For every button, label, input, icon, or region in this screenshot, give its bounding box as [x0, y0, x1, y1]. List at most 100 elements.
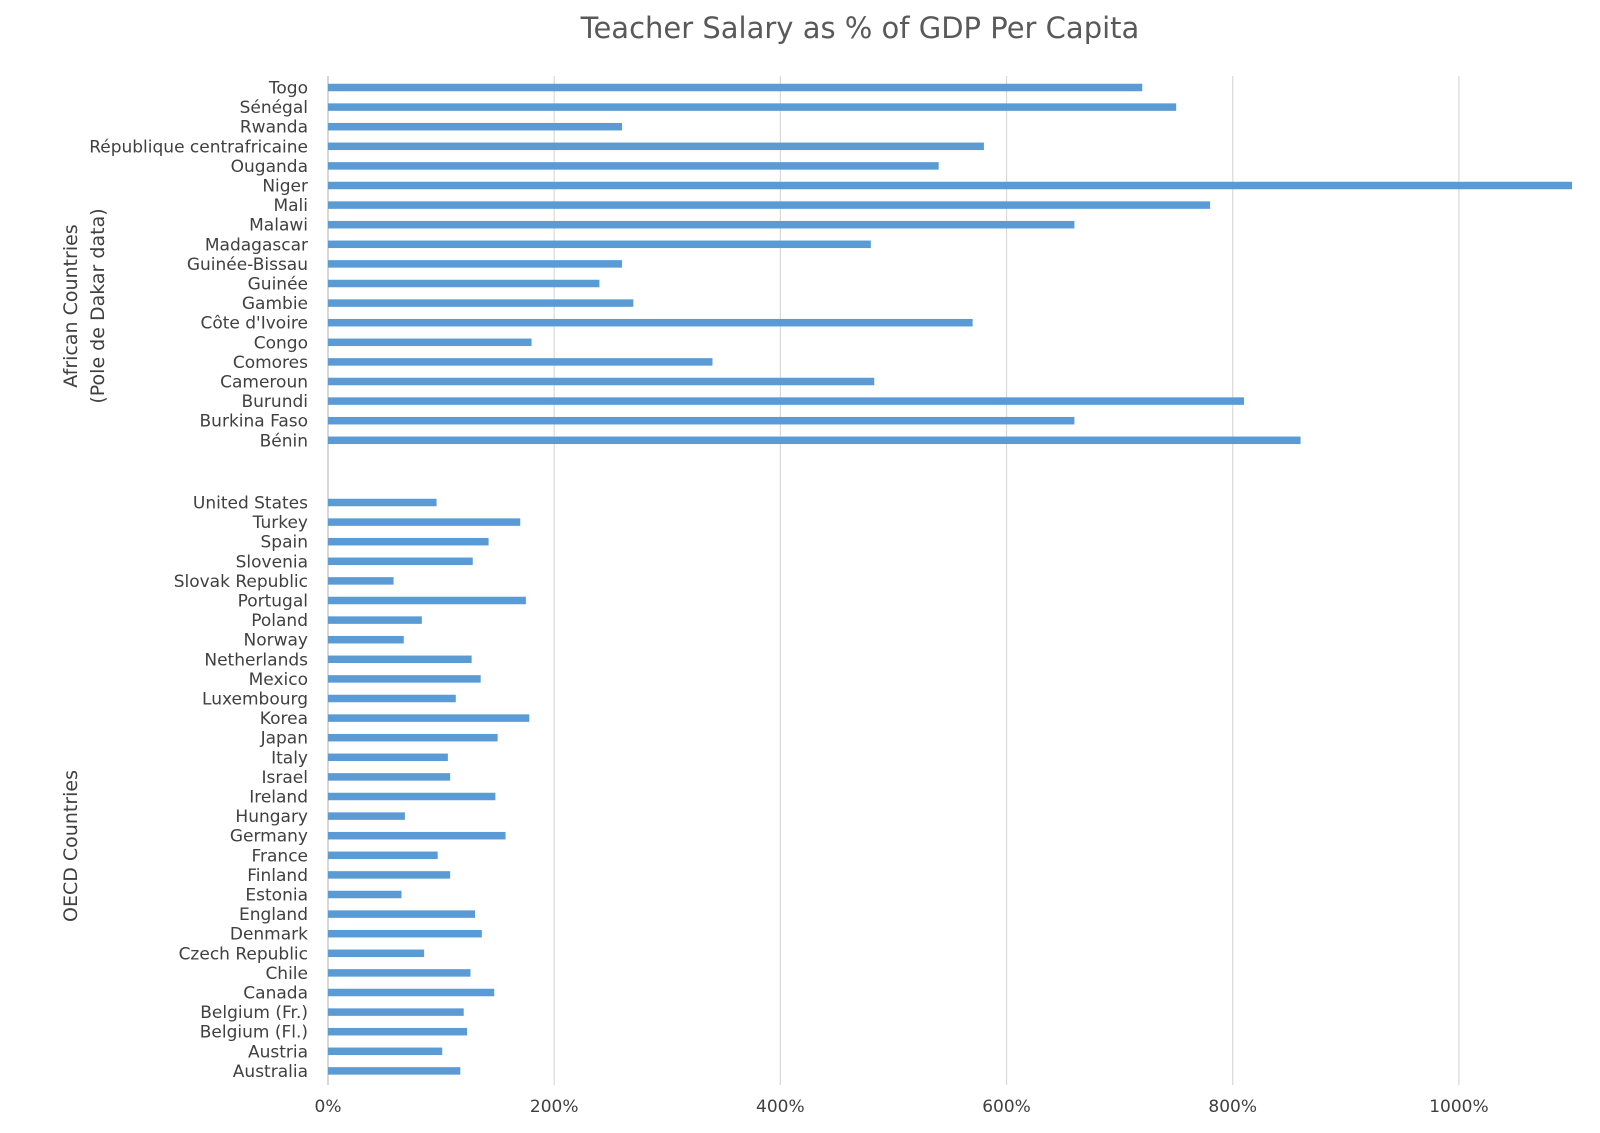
category-label: Guinée: [248, 275, 308, 295]
category-label: Australia: [233, 1062, 308, 1082]
bar: [328, 949, 425, 958]
category-label: Ireland: [249, 788, 308, 808]
bars: [328, 83, 1572, 1075]
bar: [328, 260, 623, 268]
x-tick-label: 0%: [315, 1097, 342, 1117]
category-label: Belgium (Fr.): [200, 1003, 308, 1023]
x-tick-label: 200%: [530, 1097, 579, 1117]
category-label: Netherlands: [204, 650, 308, 670]
bar: [328, 220, 1075, 229]
group-label: (Pole de Dakar data): [87, 208, 109, 403]
category-label: Burundi: [242, 392, 309, 412]
category-label: Spain: [261, 533, 309, 553]
category-label: Burkina Faso: [200, 412, 308, 432]
category-label: Mexico: [249, 670, 308, 690]
group-label: OECD Countries: [60, 770, 82, 922]
category-label: Malawi: [249, 216, 308, 236]
category-label: Norway: [244, 631, 309, 651]
bar: [328, 694, 456, 703]
category-label: Côte d'Ivoire: [200, 314, 308, 334]
x-tick-label: 600%: [982, 1097, 1031, 1117]
category-label: Slovenia: [236, 552, 308, 572]
x-tick-label: 1000%: [1429, 1097, 1488, 1117]
bar: [328, 635, 404, 644]
category-label: England: [239, 905, 308, 925]
bar: [328, 201, 1211, 209]
category-label: Canada: [243, 984, 308, 1004]
bar: [328, 910, 476, 918]
category-label: Portugal: [238, 592, 308, 612]
bar: [328, 358, 713, 366]
chart-title: Teacher Salary as % of GDP Per Capita: [580, 11, 1140, 45]
bar: [328, 969, 471, 977]
category-label: Czech Republic: [179, 944, 308, 964]
bar: [328, 416, 1075, 425]
category-label: Bénin: [260, 431, 308, 451]
category-label: Finland: [247, 866, 308, 886]
bar: [328, 577, 394, 585]
category-label: Rwanda: [240, 118, 308, 138]
bar: [328, 498, 437, 507]
bar: [328, 1047, 443, 1056]
bar: [328, 655, 472, 664]
bar: [328, 753, 448, 762]
bar: [328, 103, 1177, 111]
group-labels: African Countries (Pole de Dakar data) OEC…: [60, 208, 109, 922]
bar: [328, 436, 1301, 445]
category-label: Israel: [262, 768, 308, 788]
category-label: Niger: [262, 177, 308, 197]
category-label: Cameroun: [220, 373, 308, 393]
bar: [328, 279, 600, 288]
category-label: Togo: [268, 79, 308, 99]
bar: [328, 890, 402, 899]
bar: [328, 596, 526, 605]
bar: [328, 83, 1143, 92]
bar: [328, 773, 451, 781]
bar: [328, 831, 506, 840]
category-label: Japan: [260, 729, 308, 749]
bar: [328, 518, 521, 526]
category-label: United States: [193, 494, 308, 514]
category-label: Mali: [273, 196, 308, 216]
group-label: African Countries: [60, 224, 82, 387]
category-label: Turkey: [252, 513, 308, 533]
category-label: Madagascar: [205, 235, 308, 255]
bar: [328, 871, 451, 879]
category-label: Gambie: [242, 294, 308, 314]
x-tick-label: 800%: [1208, 1097, 1257, 1117]
bar: [328, 181, 1572, 190]
bar: [328, 537, 489, 546]
bar: [328, 616, 422, 624]
x-tick-labels: 0% 200% 400% 600% 800% 1000%: [315, 1097, 1489, 1117]
bar: [328, 733, 498, 742]
bar: [328, 714, 530, 722]
bar: [328, 318, 973, 327]
bar: [328, 397, 1245, 405]
category-label: Comores: [233, 353, 308, 373]
category-label: Poland: [251, 611, 308, 631]
bar: [328, 1008, 464, 1016]
category-label: Austria: [248, 1042, 308, 1062]
bar: [328, 792, 496, 801]
category-label: Ouganda: [231, 157, 308, 177]
bar: [328, 557, 473, 566]
x-tick-label: 400%: [756, 1097, 805, 1117]
bar: [328, 812, 405, 820]
bar: [328, 299, 634, 307]
category-label: Guinée-Bissau: [187, 255, 308, 275]
bar: [328, 162, 939, 170]
category-label: France: [251, 846, 308, 866]
category-label: Chile: [265, 964, 308, 984]
category-label: Congo: [254, 333, 308, 353]
bar: [328, 122, 623, 131]
category-label: Italy: [271, 748, 308, 768]
bar: [328, 929, 482, 938]
bar: [328, 675, 481, 683]
bar: [328, 1027, 468, 1036]
bar: [328, 377, 875, 386]
bar: [328, 851, 438, 860]
category-label: Belgium (Fl.): [200, 1023, 308, 1043]
bar: [328, 988, 495, 997]
